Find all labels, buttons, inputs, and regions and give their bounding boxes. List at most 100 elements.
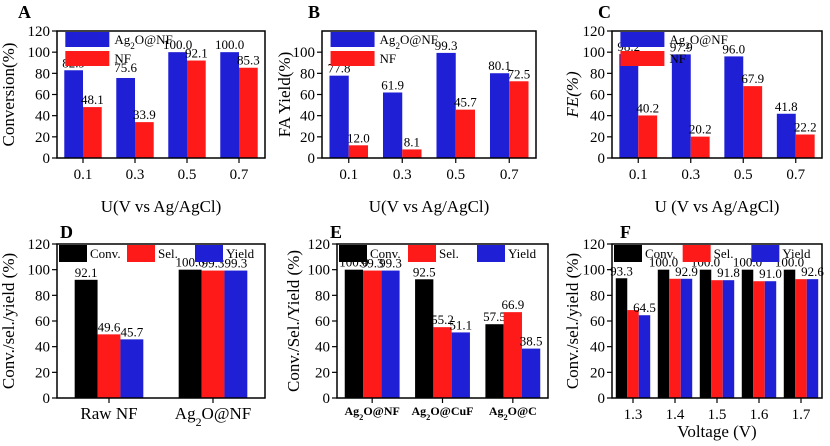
y-tick-label: 120 <box>583 24 606 40</box>
y-axis-label: FA Yield(%) <box>275 52 294 137</box>
y-tick-label: 0 <box>43 151 51 167</box>
bar <box>485 324 504 398</box>
y-tick-label: 40 <box>590 340 605 356</box>
data-label: 100.0 <box>649 255 678 270</box>
bar <box>743 86 763 158</box>
y-tick-label: 20 <box>35 130 50 146</box>
panel-label: D <box>60 222 73 242</box>
y-tick-label: 80 <box>300 66 315 82</box>
data-label: 66.9 <box>501 297 524 312</box>
y-tick-label: 0 <box>323 391 331 407</box>
y-tick-label: 80 <box>35 288 50 304</box>
y-tick-label: 120 <box>583 237 606 253</box>
x-tick-label: 0.5 <box>734 167 753 183</box>
y-tick-label: 60 <box>35 88 50 104</box>
bar <box>178 269 202 398</box>
bar <box>455 109 476 158</box>
data-label: 92.1 <box>185 46 208 61</box>
panel-label: C <box>598 2 611 22</box>
legend-swatch <box>65 32 110 47</box>
data-label: 92.6 <box>801 264 824 279</box>
bar <box>436 52 456 158</box>
data-label: 57.5 <box>483 309 506 324</box>
y-tick-label: 60 <box>300 88 315 104</box>
legend-swatch <box>330 51 375 66</box>
bar <box>348 145 369 158</box>
x-tick-label: 0.3 <box>681 167 700 183</box>
legend-swatch <box>195 245 223 262</box>
panel-B: B77.861.999.380.112.0 8.145.772.502040608… <box>275 2 537 216</box>
x-tick-label: 0.5 <box>178 167 197 183</box>
bar <box>764 281 777 398</box>
data-label: 22.2 <box>794 120 817 135</box>
y-tick-label: 40 <box>315 340 330 356</box>
y-tick-label: 80 <box>590 66 605 82</box>
y-tick-label: 0 <box>598 151 606 167</box>
bar <box>627 310 639 398</box>
legend-label: Ag2O@NF <box>114 32 172 51</box>
x-tick-label: Ag2O@CuF <box>411 404 473 422</box>
data-label: 41.8 <box>775 99 798 114</box>
x-tick-label: 0.5 <box>446 167 465 183</box>
data-label: 33.9 <box>133 107 156 122</box>
bar <box>722 280 735 398</box>
legend-swatch <box>682 245 711 262</box>
bar <box>83 107 102 158</box>
y-tick-label: 20 <box>315 365 330 381</box>
data-label: 96.0 <box>722 41 745 56</box>
data-label: 49.6 <box>98 319 121 334</box>
x-tick-label: 1.4 <box>666 407 685 423</box>
bar <box>344 269 364 398</box>
bar <box>795 279 807 398</box>
x-tick-label: 0.1 <box>74 167 93 183</box>
data-label: 92.1 <box>75 265 98 280</box>
x-tick-label: 0.7 <box>500 167 519 183</box>
bar <box>433 327 452 398</box>
x-tick-label: Ag2O@NF <box>344 404 399 422</box>
panel-label: B <box>308 2 320 22</box>
y-tick-label: 60 <box>590 88 605 104</box>
legend-label: NF <box>380 51 397 66</box>
y-tick-label: 100 <box>293 45 316 61</box>
bar <box>619 54 639 158</box>
y-tick-label: 60 <box>590 314 605 330</box>
legend-label: Sel. <box>714 246 734 261</box>
legend-label: Yield <box>226 246 255 261</box>
data-label: 91.8 <box>717 265 740 280</box>
bar <box>806 279 819 398</box>
bar <box>224 270 248 398</box>
legend-swatch <box>65 51 110 66</box>
bar <box>363 270 382 398</box>
bar <box>638 315 651 398</box>
bar <box>690 136 710 158</box>
data-label: 93.3 <box>610 263 633 278</box>
x-tick-label: Ag2O@C <box>489 404 537 422</box>
data-label: 48.1 <box>81 92 104 107</box>
data-label: 92.5 <box>413 264 436 279</box>
x-tick-label: Ag2O@NF <box>175 404 251 429</box>
legend-swatch <box>620 51 665 66</box>
y-tick-label: 40 <box>300 109 315 125</box>
x-tick-label: 0.3 <box>126 167 145 183</box>
y-axis-label: FE(%) <box>563 71 582 119</box>
bar <box>382 92 403 158</box>
legend-swatch <box>408 245 436 262</box>
data-label: 99.3 <box>379 256 402 271</box>
bar <box>381 270 400 398</box>
legend-label: Ag2O@NF <box>669 32 727 51</box>
bar <box>711 280 723 398</box>
legend-label: Yield <box>782 246 811 261</box>
panel-label: A <box>18 2 31 22</box>
data-label: 64.5 <box>633 300 656 315</box>
bar <box>116 77 135 158</box>
data-label: 8.1 <box>404 134 420 149</box>
data-label: 99.3 <box>225 256 248 271</box>
data-label: 100.0 <box>163 37 192 52</box>
bar <box>451 332 470 398</box>
x-tick-label: 1.3 <box>624 407 643 423</box>
x-axis-label: U(V vs Ag/AgCl) <box>369 197 490 216</box>
data-label: 40.2 <box>636 100 659 115</box>
x-tick-label: 0.3 <box>393 167 412 183</box>
